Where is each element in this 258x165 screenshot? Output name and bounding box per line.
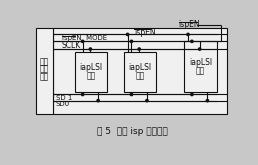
Circle shape [146,99,148,102]
Text: iapLSI: iapLSI [128,63,151,72]
Bar [184,41,217,92]
Text: ispEN  MODE: ispEN MODE [62,35,107,41]
Circle shape [187,33,189,36]
Circle shape [198,48,201,50]
Circle shape [206,99,208,102]
Circle shape [130,40,133,43]
Text: SD0: SD0 [55,101,70,108]
Text: 器件: 器件 [86,71,96,81]
Text: 电路: 电路 [40,72,49,81]
Circle shape [97,99,99,102]
Circle shape [89,48,92,50]
Text: 器件: 器件 [196,66,205,75]
Text: 器件: 器件 [135,71,144,81]
Text: ispEN: ispEN [134,28,155,37]
Text: iapLSI: iapLSI [79,63,103,72]
Circle shape [191,40,193,43]
Text: SCLK: SCLK [62,41,81,50]
Circle shape [138,48,140,50]
Text: SD 1: SD 1 [55,95,72,101]
Text: 图 5  典型 isp 编程电路: 图 5 典型 isp 编程电路 [97,127,168,136]
Text: ispEN: ispEN [179,20,200,29]
Circle shape [126,33,129,36]
Circle shape [130,93,133,96]
Circle shape [191,93,193,96]
Bar [75,52,107,92]
Bar [36,28,53,114]
Text: 控制: 控制 [40,65,49,74]
Bar [124,52,156,92]
Text: iapLSI: iapLSI [189,58,212,67]
Circle shape [82,40,84,43]
Bar [53,28,227,114]
Text: 编程: 编程 [40,57,49,66]
Circle shape [82,93,84,96]
